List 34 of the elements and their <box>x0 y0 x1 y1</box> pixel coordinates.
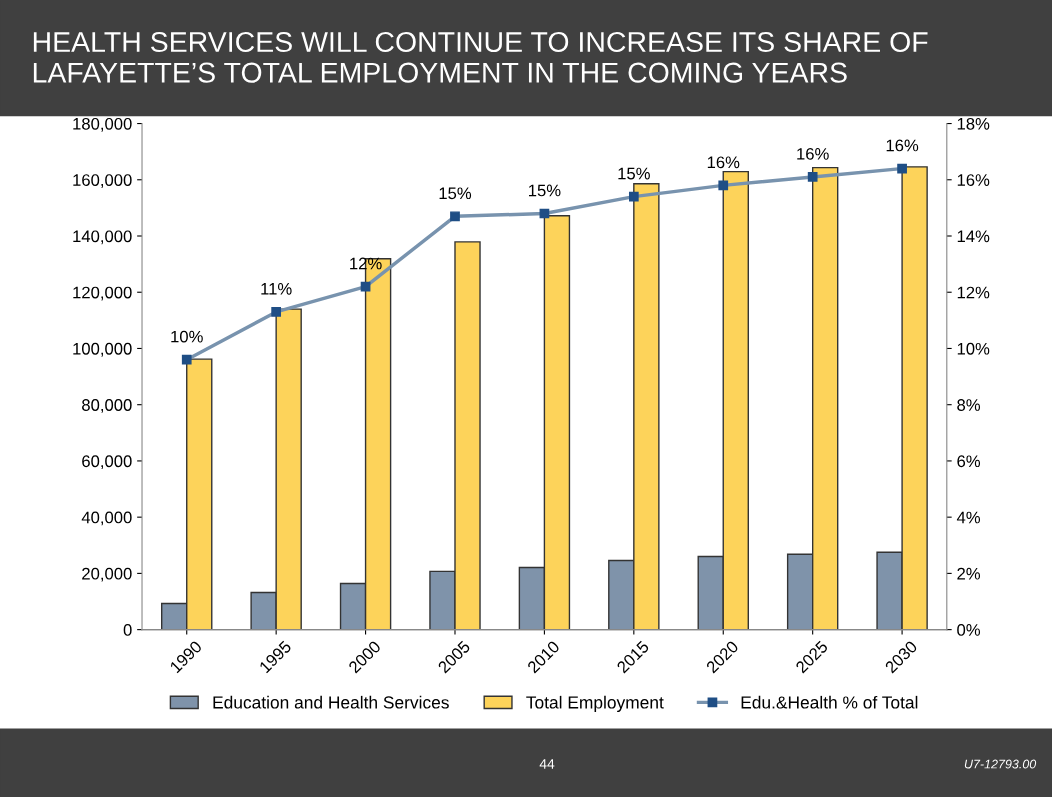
y-tick-label: 100,000 <box>73 342 132 357</box>
y-tick-label: 40,000 <box>81 511 132 526</box>
data-label: 11% <box>261 283 292 295</box>
legend-label: Total Employment <box>526 695 664 713</box>
y2-tick-label: 16% <box>957 174 990 186</box>
data-label: 10% <box>171 330 203 343</box>
y2-tick-label: 14% <box>957 230 990 243</box>
y2-tick-label: 0% <box>957 624 981 636</box>
y-tick-label: 140,000 <box>73 230 132 245</box>
y-tick-label: 60,000 <box>82 455 132 470</box>
y2-tick-label: 6% <box>957 455 981 468</box>
data-label: 15% <box>529 184 561 197</box>
y2-tick-label: 8% <box>957 399 981 411</box>
y-tick-label: 180,000 <box>73 117 132 132</box>
y2-tick-label: 12% <box>957 286 990 299</box>
data-label: 15% <box>439 187 472 200</box>
y2-tick-label: 4% <box>956 511 981 524</box>
data-label: 15% <box>618 167 650 180</box>
y-tick-label: 0 <box>123 624 132 636</box>
y-tick-label: 120,000 <box>73 286 132 301</box>
legend-label: Edu.&Health % of Total <box>741 695 918 709</box>
y2-tick-label: 10% <box>957 342 990 355</box>
data-label: 16% <box>707 156 740 169</box>
text: 44 <box>539 759 555 769</box>
legend-label: Education and Health Services <box>213 695 449 709</box>
chart-title: HEALTH SERVICES WILL CONTINUE TO INCREASE ITS SHARE OF LAFAYETTE’S TOTAL EMPLOYMENT IN THE COMING YEARS <box>33 31 928 83</box>
y-tick-label: 80,000 <box>82 399 132 413</box>
y-tick-label: 160,000 <box>73 174 132 188</box>
y-tick-label: 20,000 <box>82 567 132 582</box>
y2-tick-label: 2% <box>957 567 981 580</box>
text: U7-12793.00 <box>964 759 1037 769</box>
data-label: 16% <box>797 147 829 160</box>
data-label: 16% <box>886 139 919 152</box>
y2-tick-label: 18% <box>957 117 990 130</box>
